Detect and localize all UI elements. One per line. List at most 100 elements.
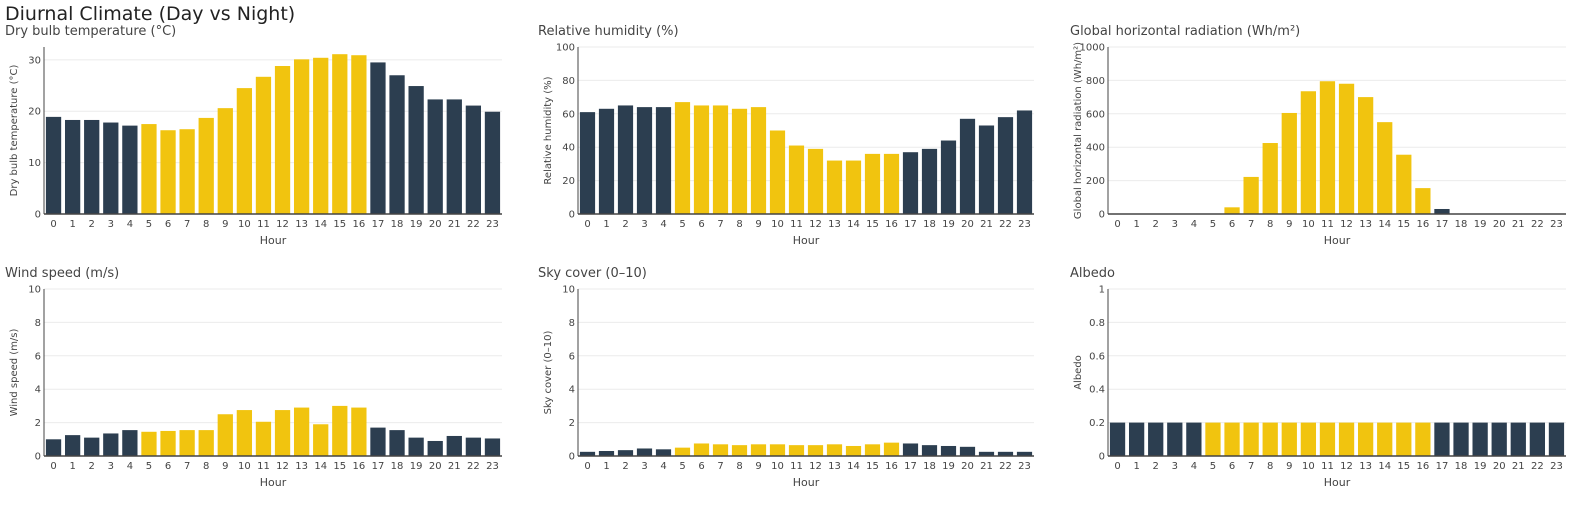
x-tick-label-sky-cover-0: 0 xyxy=(584,461,590,472)
x-axis-title-albedo: Hour xyxy=(1324,476,1351,489)
x-tick-label-albedo-19: 19 xyxy=(1474,461,1487,472)
y-axis-title-sky-cover: Sky cover (0–10) xyxy=(543,331,554,415)
bar-sky-cover-13 xyxy=(826,444,843,456)
x-tick-label-relative-humidity-3: 3 xyxy=(641,219,647,230)
bar-albedo-21 xyxy=(1510,422,1526,456)
x-tick-label-relative-humidity-19: 19 xyxy=(942,219,955,230)
bar-relative-humidity-2 xyxy=(617,105,634,214)
y-tick-label-wind-speed-2: 4 xyxy=(35,385,41,396)
y-tick-label-wind-speed-3: 6 xyxy=(35,351,41,362)
x-tick-label-wind-speed-18: 18 xyxy=(391,461,404,472)
x-tick-label-dry-bulb-21: 21 xyxy=(448,219,461,230)
x-tick-label-albedo-11: 11 xyxy=(1321,461,1334,472)
bar-sky-cover-22 xyxy=(997,451,1014,456)
bar-albedo-4 xyxy=(1186,422,1202,456)
x-tick-label-radiation-8: 8 xyxy=(1267,219,1273,230)
x-tick-label-dry-bulb-1: 1 xyxy=(69,219,75,230)
x-tick-label-albedo-8: 8 xyxy=(1267,461,1273,472)
bar-dry-bulb-18 xyxy=(389,75,405,214)
x-tick-label-albedo-10: 10 xyxy=(1302,461,1315,472)
y-tick-label-radiation-3: 600 xyxy=(1086,109,1105,120)
bar-albedo-6 xyxy=(1224,422,1240,456)
bar-dry-bulb-6 xyxy=(160,130,176,214)
y-tick-label-wind-speed-4: 8 xyxy=(35,318,41,329)
x-tick-label-albedo-18: 18 xyxy=(1455,461,1468,472)
x-tick-label-sky-cover-3: 3 xyxy=(641,461,647,472)
x-axis-title-wind-speed: Hour xyxy=(260,476,287,489)
x-tick-label-relative-humidity-16: 16 xyxy=(885,219,898,230)
bar-sky-cover-14 xyxy=(845,445,862,456)
x-tick-label-wind-speed-5: 5 xyxy=(146,461,152,472)
bar-wind-speed-17 xyxy=(370,427,386,456)
x-tick-label-wind-speed-16: 16 xyxy=(353,461,366,472)
x-tick-label-dry-bulb-22: 22 xyxy=(467,219,480,230)
bar-albedo-19 xyxy=(1472,422,1488,456)
y-tick-label-dry-bulb-2: 20 xyxy=(28,107,41,118)
x-tick-label-radiation-15: 15 xyxy=(1397,219,1410,230)
bar-wind-speed-0 xyxy=(45,439,62,456)
x-tick-label-dry-bulb-19: 19 xyxy=(410,219,423,230)
bar-sky-cover-0 xyxy=(579,451,596,456)
y-tick-label-relative-humidity-0: 0 xyxy=(569,210,575,221)
bar-sky-cover-12 xyxy=(807,445,824,456)
x-axis-title-radiation: Hour xyxy=(1324,234,1351,247)
x-tick-label-sky-cover-14: 14 xyxy=(847,461,860,472)
panel-title-wind-speed: Wind speed (m/s) xyxy=(5,266,120,281)
x-tick-label-dry-bulb-4: 4 xyxy=(127,219,133,230)
bar-albedo-9 xyxy=(1281,422,1297,456)
y-tick-label-albedo-1: 0.2 xyxy=(1089,418,1105,429)
x-tick-label-dry-bulb-15: 15 xyxy=(333,219,346,230)
bar-dry-bulb-0 xyxy=(45,116,62,214)
x-tick-label-sky-cover-6: 6 xyxy=(698,461,704,472)
x-tick-label-relative-humidity-5: 5 xyxy=(679,219,685,230)
bar-relative-humidity-13 xyxy=(826,160,843,214)
y-tick-label-radiation-1: 200 xyxy=(1086,176,1105,187)
bar-relative-humidity-23 xyxy=(1016,110,1033,214)
x-tick-label-wind-speed-21: 21 xyxy=(448,461,461,472)
y-tick-label-wind-speed-1: 2 xyxy=(35,418,41,429)
bar-dry-bulb-20 xyxy=(427,99,443,214)
x-tick-label-relative-humidity-14: 14 xyxy=(847,219,860,230)
x-tick-label-dry-bulb-23: 23 xyxy=(486,219,499,230)
bar-radiation-9 xyxy=(1281,112,1297,214)
bar-relative-humidity-17 xyxy=(902,152,919,214)
x-tick-label-sky-cover-4: 4 xyxy=(660,461,666,472)
bar-relative-humidity-18 xyxy=(921,148,938,214)
bar-wind-speed-4 xyxy=(122,430,138,456)
bar-relative-humidity-8 xyxy=(731,108,748,214)
y-tick-label-albedo-4: 0.8 xyxy=(1089,318,1105,329)
bar-relative-humidity-0 xyxy=(579,112,596,214)
x-tick-label-radiation-1: 1 xyxy=(1133,219,1139,230)
x-tick-label-wind-speed-3: 3 xyxy=(108,461,114,472)
x-tick-label-wind-speed-7: 7 xyxy=(184,461,190,472)
x-tick-label-wind-speed-20: 20 xyxy=(429,461,442,472)
x-tick-label-albedo-23: 23 xyxy=(1550,461,1563,472)
bar-wind-speed-10 xyxy=(236,410,253,456)
x-tick-label-albedo-17: 17 xyxy=(1436,461,1449,472)
x-tick-label-dry-bulb-5: 5 xyxy=(146,219,152,230)
bar-sky-cover-2 xyxy=(617,450,634,456)
bar-dry-bulb-10 xyxy=(236,88,253,214)
x-tick-label-radiation-10: 10 xyxy=(1302,219,1315,230)
bar-sky-cover-11 xyxy=(788,445,805,456)
x-tick-label-radiation-22: 22 xyxy=(1531,219,1544,230)
bar-albedo-0 xyxy=(1109,422,1126,456)
x-tick-label-dry-bulb-20: 20 xyxy=(429,219,442,230)
bar-relative-humidity-1 xyxy=(598,108,615,214)
y-axis-title-dry-bulb: Dry bulb temperature (°C) xyxy=(9,65,20,197)
bar-dry-bulb-21 xyxy=(446,99,462,214)
x-tick-label-dry-bulb-6: 6 xyxy=(165,219,171,230)
x-tick-label-wind-speed-11: 11 xyxy=(257,461,270,472)
bar-relative-humidity-5 xyxy=(674,102,691,214)
bar-wind-speed-14 xyxy=(313,424,329,456)
y-tick-label-dry-bulb-0: 0 xyxy=(35,210,41,221)
x-tick-label-wind-speed-22: 22 xyxy=(467,461,480,472)
x-tick-label-wind-speed-8: 8 xyxy=(203,461,209,472)
x-tick-label-relative-humidity-2: 2 xyxy=(622,219,628,230)
x-tick-label-albedo-4: 4 xyxy=(1191,461,1197,472)
x-tick-label-wind-speed-13: 13 xyxy=(295,461,308,472)
bar-albedo-2 xyxy=(1148,422,1164,456)
x-tick-label-albedo-13: 13 xyxy=(1359,461,1372,472)
x-tick-label-dry-bulb-11: 11 xyxy=(257,219,270,230)
x-tick-label-dry-bulb-0: 0 xyxy=(50,219,56,230)
